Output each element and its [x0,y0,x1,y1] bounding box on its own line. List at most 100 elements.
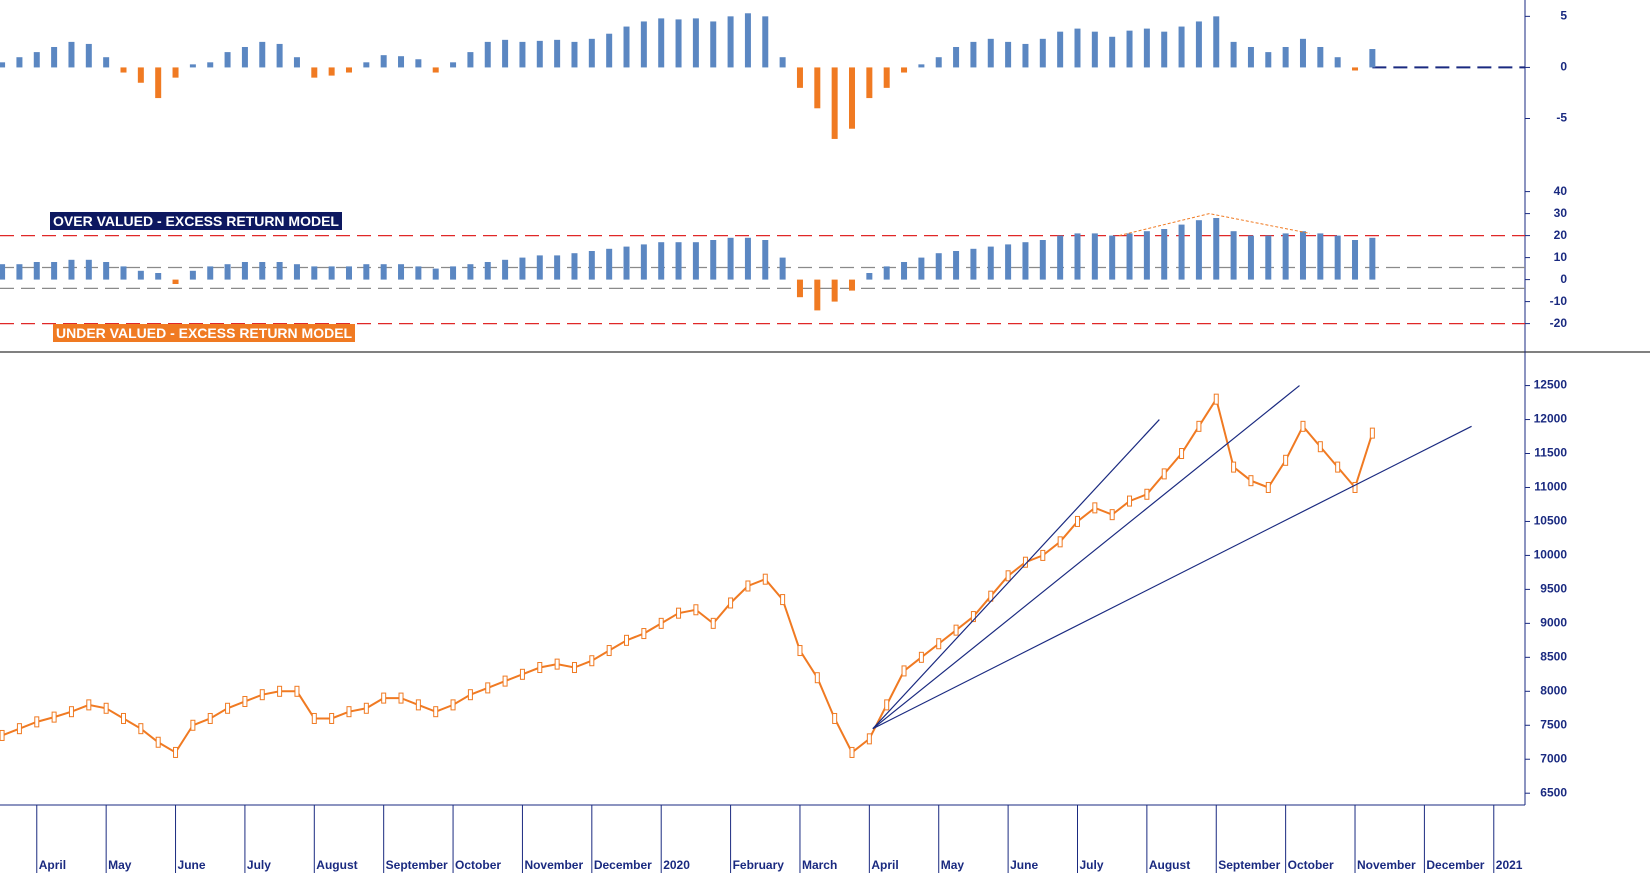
x-tick-label: July [247,858,271,872]
price-candle [1092,502,1098,514]
bar [1299,231,1306,280]
bar [935,253,942,280]
price-candle [953,624,959,636]
x-tick-label: May [108,858,132,872]
bar [467,52,474,68]
y-tick-label: 12000 [1534,412,1568,426]
bar [120,266,127,280]
bar [953,46,960,68]
bar [762,16,769,68]
price-line [1,396,1374,754]
bar [450,62,457,68]
bar [571,41,578,68]
bar [311,266,318,280]
bar [189,64,196,68]
bar [276,262,283,280]
bar [796,67,803,88]
bar [1126,233,1133,280]
bar [953,251,960,280]
peak-line [1119,213,1311,237]
bar [814,279,821,311]
bar [1057,31,1064,68]
price-candle [780,594,786,606]
bar [51,46,58,68]
bar [623,246,630,280]
bar [831,279,838,302]
bar [935,57,942,68]
price-candle [1161,468,1167,480]
bar [970,248,977,280]
y-tick-label: 6500 [1540,785,1567,799]
x-tick-label: August [316,858,357,872]
price-candle [849,746,855,758]
y-tick-label: 10500 [1534,514,1568,528]
bar [33,52,40,68]
bar [68,41,75,68]
bar [1126,30,1133,68]
x-tick-label: December [594,858,652,872]
y-tick-label: 30 [1554,206,1568,220]
price-candle [433,706,439,718]
bar [606,33,613,68]
price-candle [398,692,404,704]
bar [137,270,144,280]
bar [987,38,994,68]
x-tick-label: April [39,858,66,872]
bar [311,67,318,78]
price-candle [693,604,699,616]
bar [293,264,300,280]
price-candle [34,716,40,728]
bar [259,262,266,280]
price-candle [415,699,421,711]
bar [901,67,908,73]
bar [692,242,699,280]
bar [1369,237,1376,280]
price-candle [225,702,231,714]
bar [1230,231,1237,280]
price-candle [866,733,872,745]
price-candle [1352,481,1358,493]
y-tick-label: 20 [1554,228,1568,242]
bar [103,57,110,68]
bar [16,264,23,280]
bar [571,253,578,280]
price-candle [624,634,630,646]
price-candle [0,729,5,741]
bar [1195,220,1202,280]
bar [710,240,717,280]
price-candle [485,682,491,694]
y-tick-label: 11500 [1534,446,1567,460]
bar [241,262,248,280]
bar [484,262,491,280]
bar [345,266,352,280]
price-candle [1300,420,1306,432]
bar [16,57,23,68]
price-candle [16,723,22,735]
price-candle [1144,488,1150,500]
bar [241,46,248,68]
bar [484,41,491,68]
price-candle [1317,441,1323,453]
price-candle [554,658,560,670]
price-candle [1196,420,1202,432]
bar [363,264,370,280]
bar [137,67,144,83]
bar [658,242,665,280]
bar [970,41,977,68]
x-tick-label: September [1218,858,1280,872]
bar [1317,233,1324,280]
x-tick-label: March [802,858,837,872]
overvalued-label: OVER VALUED - EXCESS RETURN MODEL [50,212,342,230]
bar [224,264,231,280]
bar [415,59,422,68]
bar [0,62,6,68]
bar [85,259,92,280]
bar [1352,67,1359,71]
bar [1213,16,1220,68]
y-tick-label: -10 [1550,294,1568,308]
y-tick-label: 10 [1554,250,1568,264]
bar [33,262,40,280]
bar [883,67,890,88]
